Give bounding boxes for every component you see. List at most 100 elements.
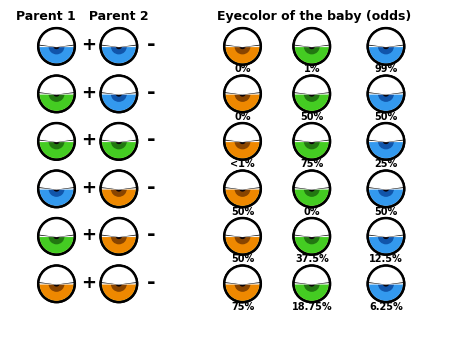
Circle shape [308, 280, 311, 283]
Wedge shape [225, 170, 260, 189]
Circle shape [224, 123, 261, 160]
Wedge shape [295, 77, 328, 94]
Circle shape [383, 186, 385, 189]
Circle shape [383, 233, 389, 239]
Circle shape [309, 185, 315, 191]
Circle shape [383, 138, 389, 144]
Circle shape [41, 173, 73, 205]
Wedge shape [369, 172, 403, 189]
Wedge shape [40, 267, 73, 284]
Circle shape [227, 220, 258, 252]
Text: +: + [81, 226, 96, 244]
Wedge shape [102, 29, 136, 47]
Circle shape [235, 133, 250, 149]
Circle shape [111, 181, 127, 197]
Wedge shape [38, 265, 75, 284]
Wedge shape [295, 267, 328, 284]
Circle shape [41, 126, 73, 157]
Wedge shape [102, 77, 136, 94]
Wedge shape [38, 218, 74, 236]
Circle shape [296, 126, 328, 157]
Circle shape [38, 170, 75, 207]
Circle shape [111, 134, 126, 149]
Circle shape [378, 38, 394, 55]
Circle shape [296, 220, 328, 252]
Circle shape [53, 280, 56, 283]
Circle shape [309, 185, 315, 191]
Wedge shape [224, 28, 261, 47]
Circle shape [54, 138, 60, 144]
Circle shape [383, 280, 389, 286]
Circle shape [308, 138, 311, 141]
Circle shape [110, 275, 128, 293]
Circle shape [103, 31, 135, 62]
Circle shape [41, 31, 73, 62]
Wedge shape [295, 172, 328, 189]
Circle shape [41, 220, 73, 252]
Wedge shape [102, 267, 136, 284]
Circle shape [234, 275, 251, 292]
Circle shape [116, 234, 118, 236]
Circle shape [377, 38, 395, 55]
Circle shape [103, 173, 135, 205]
Wedge shape [40, 220, 73, 236]
Circle shape [227, 31, 258, 62]
Circle shape [370, 220, 402, 252]
Text: 75%: 75% [231, 302, 254, 312]
Circle shape [383, 186, 385, 189]
Circle shape [48, 38, 65, 55]
Wedge shape [40, 172, 73, 189]
Circle shape [239, 185, 246, 191]
Wedge shape [38, 123, 74, 141]
Wedge shape [368, 76, 404, 94]
Circle shape [234, 133, 251, 150]
Circle shape [309, 138, 315, 144]
Wedge shape [224, 76, 261, 94]
Wedge shape [295, 124, 328, 141]
Circle shape [54, 43, 60, 49]
Circle shape [115, 280, 118, 283]
Circle shape [116, 43, 122, 49]
Circle shape [383, 232, 390, 239]
Circle shape [227, 31, 258, 62]
Wedge shape [295, 220, 328, 236]
Wedge shape [226, 267, 259, 284]
Circle shape [100, 218, 137, 255]
Wedge shape [39, 171, 73, 189]
Circle shape [41, 268, 73, 300]
Circle shape [378, 86, 393, 102]
Wedge shape [369, 267, 403, 284]
Circle shape [100, 76, 137, 112]
Wedge shape [39, 76, 74, 94]
Circle shape [116, 280, 122, 286]
Circle shape [116, 90, 122, 96]
Circle shape [383, 91, 389, 96]
Wedge shape [368, 76, 404, 94]
Wedge shape [294, 28, 329, 47]
Circle shape [309, 186, 311, 189]
Circle shape [54, 90, 60, 96]
Circle shape [309, 280, 314, 286]
Circle shape [227, 220, 258, 252]
Circle shape [239, 43, 242, 46]
Circle shape [370, 173, 402, 205]
Wedge shape [369, 77, 402, 94]
Circle shape [227, 78, 258, 110]
Wedge shape [38, 218, 75, 236]
Wedge shape [224, 218, 261, 236]
Wedge shape [369, 29, 403, 47]
Circle shape [103, 173, 135, 205]
Circle shape [239, 233, 242, 236]
Circle shape [370, 126, 402, 157]
Circle shape [296, 126, 328, 157]
Circle shape [54, 233, 59, 239]
Wedge shape [224, 218, 261, 236]
Circle shape [293, 76, 330, 112]
Circle shape [111, 276, 127, 292]
Circle shape [49, 87, 64, 101]
Wedge shape [368, 76, 404, 94]
Circle shape [382, 90, 385, 93]
Circle shape [383, 233, 389, 239]
Wedge shape [102, 124, 136, 141]
Circle shape [383, 233, 389, 239]
